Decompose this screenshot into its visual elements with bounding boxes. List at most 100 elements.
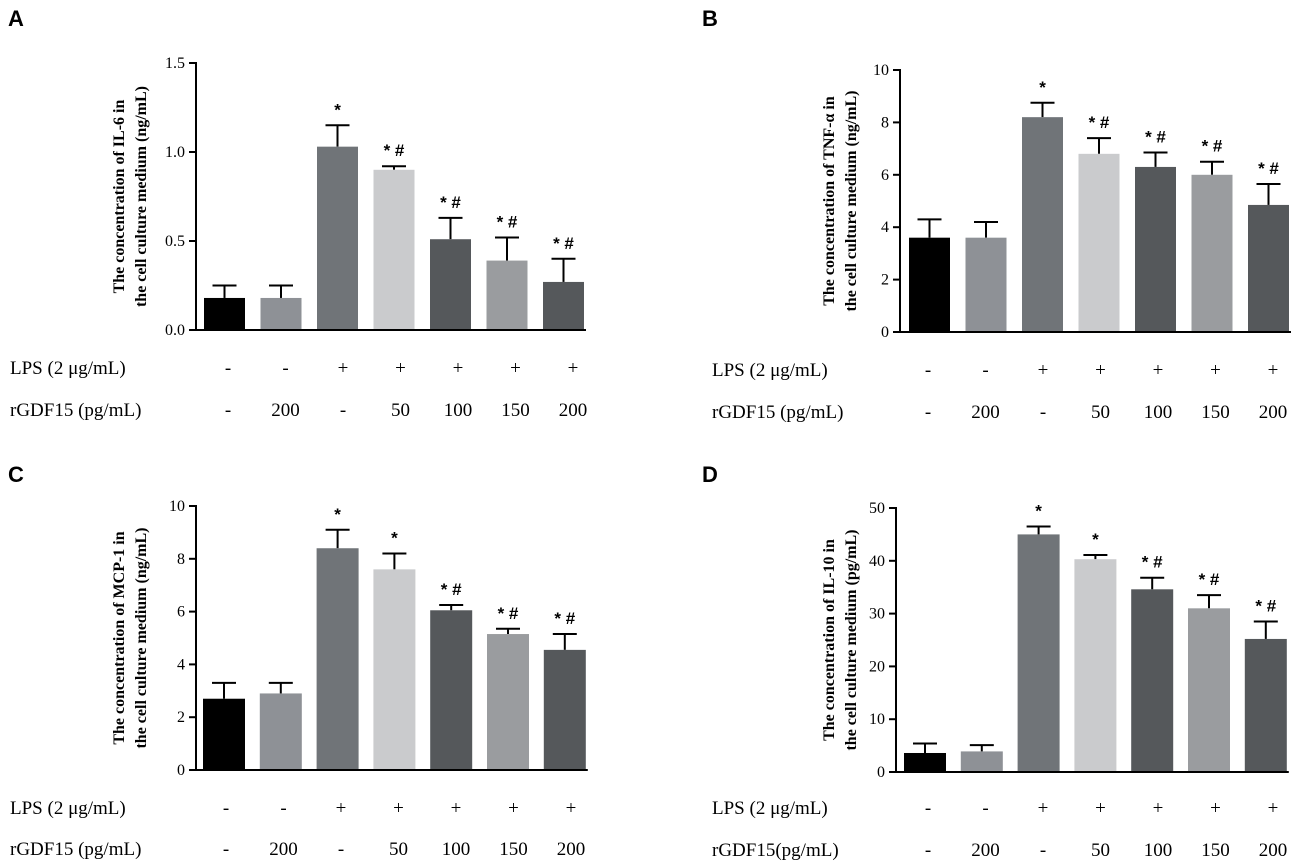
significance-mark: * #	[441, 580, 462, 599]
y-axis-label-line2: the cell culture medium (ng/mL)	[133, 527, 150, 748]
y-tick-label: 8	[177, 551, 185, 568]
y-tick-label: 0	[177, 762, 185, 779]
significance-mark: * #	[1202, 137, 1223, 156]
treatment-cell: -	[925, 798, 931, 819]
y-tick-label: 2	[177, 709, 185, 726]
treatment-cell: +	[568, 358, 579, 379]
treatment-cell: +	[1095, 798, 1106, 819]
y-tick-label: 8	[881, 114, 889, 131]
treatment-cell: +	[1038, 360, 1049, 381]
treatment-row-label: LPS (2 μg/mL)	[10, 798, 126, 819]
y-tick-label: 0	[881, 324, 889, 341]
y-tick-label: 2	[881, 272, 889, 289]
treatment-cell: +	[1268, 360, 1279, 381]
treatment-cell: +	[1210, 360, 1221, 381]
treatment-cell: -	[225, 400, 231, 421]
treatment-cell: +	[336, 798, 347, 819]
y-tick-label: 0.0	[165, 322, 185, 339]
significance-mark: * #	[553, 234, 574, 253]
panel-letter: D	[702, 462, 718, 487]
treatment-cell: +	[1210, 798, 1221, 819]
treatment-cell: +	[338, 358, 349, 379]
y-axis-label-line2: the cell culture medium (ng/mL)	[133, 86, 150, 307]
treatment-cell: 150	[499, 839, 528, 860]
treatment-cell: 50	[1091, 840, 1110, 861]
bar	[1074, 559, 1117, 772]
treatment-row-label: rGDF15(pg/mL)	[712, 840, 839, 861]
panel-b: B The concentration of TNF-α in the cell c…	[702, 6, 1291, 423]
bar	[1078, 153, 1120, 332]
bar	[259, 693, 302, 770]
treatment-cell: 100	[442, 839, 471, 860]
treatment-cell: -	[925, 360, 931, 381]
panel-c: C The concentration of MCP-1 in the cell c…	[8, 462, 588, 860]
significance-mark: *	[1092, 530, 1099, 549]
y-axis-label-line1: The concentration of TNF-α in	[821, 96, 838, 306]
treatment-cell: +	[451, 798, 462, 819]
significance-mark: * #	[554, 609, 575, 628]
bar	[909, 237, 950, 332]
bar	[430, 239, 471, 330]
treatment-cell: -	[1040, 402, 1046, 423]
treatment-row-label: LPS (2 μg/mL)	[712, 798, 828, 819]
significance-mark: * #	[1089, 113, 1110, 132]
bar	[486, 260, 528, 330]
significance-mark: *	[1039, 78, 1046, 97]
treatment-cell: +	[510, 358, 521, 379]
treatment-cell: 150	[501, 400, 530, 421]
treatment-cell: +	[1153, 798, 1164, 819]
treatment-cell: 100	[1144, 840, 1173, 861]
bar	[904, 752, 946, 772]
bar	[1131, 589, 1174, 772]
significance-mark: * #	[1145, 128, 1166, 147]
bar	[1135, 166, 1176, 332]
y-tick-label: 40	[869, 553, 885, 570]
y-tick-label: 30	[869, 606, 885, 623]
bar	[965, 237, 1007, 332]
treatment-row-label: rGDF15 (pg/mL)	[10, 400, 141, 421]
treatment-cell: -	[282, 358, 288, 379]
significance-mark: * #	[1142, 553, 1163, 572]
bar	[1188, 608, 1230, 772]
treatment-row-label: rGDF15 (pg/mL)	[10, 839, 141, 860]
treatment-cell: +	[508, 798, 519, 819]
y-tick-label: 1.0	[165, 144, 185, 161]
significance-mark: *	[334, 505, 341, 524]
treatment-cell: +	[395, 358, 406, 379]
treatment-cell: -	[223, 839, 229, 860]
bar	[373, 569, 416, 770]
treatment-row-label: LPS (2 μg/mL)	[712, 360, 828, 381]
y-tick-label: 10	[869, 711, 885, 728]
significance-mark: * #	[1199, 570, 1220, 589]
panel-letter: C	[8, 462, 24, 487]
treatment-cell: -	[1040, 840, 1046, 861]
treatment-cell: +	[1038, 798, 1049, 819]
bar	[1248, 204, 1289, 332]
treatment-cell: 200	[1259, 402, 1288, 423]
bar	[373, 169, 415, 330]
treatment-cell: 200	[269, 839, 298, 860]
bar	[204, 297, 245, 330]
bar	[316, 548, 359, 770]
treatment-cell: -	[925, 402, 931, 423]
treatment-cell: -	[280, 798, 286, 819]
treatment-cell: 200	[971, 402, 1000, 423]
treatment-cell: 200	[271, 400, 300, 421]
y-tick-label: 10	[873, 62, 889, 79]
treatment-cell: 200	[971, 840, 1000, 861]
bar	[543, 649, 586, 770]
bar	[487, 634, 529, 770]
y-tick-label: 1.5	[165, 55, 185, 72]
y-tick-label: 4	[177, 656, 185, 673]
bar	[317, 146, 358, 330]
treatment-cell: 150	[1201, 840, 1230, 861]
y-axis-label-line1: The concentration of MCP-1 in	[111, 531, 128, 744]
significance-mark: * #	[498, 604, 519, 623]
treatment-cell: 100	[1144, 402, 1173, 423]
treatment-row-label: rGDF15 (pg/mL)	[712, 402, 843, 423]
bar	[1022, 117, 1063, 332]
bar	[1191, 174, 1233, 332]
treatment-cell: +	[1095, 360, 1106, 381]
y-axis-label-line2: the cell culture medium (pg/mL)	[843, 529, 860, 750]
y-tick-label: 50	[869, 500, 885, 517]
